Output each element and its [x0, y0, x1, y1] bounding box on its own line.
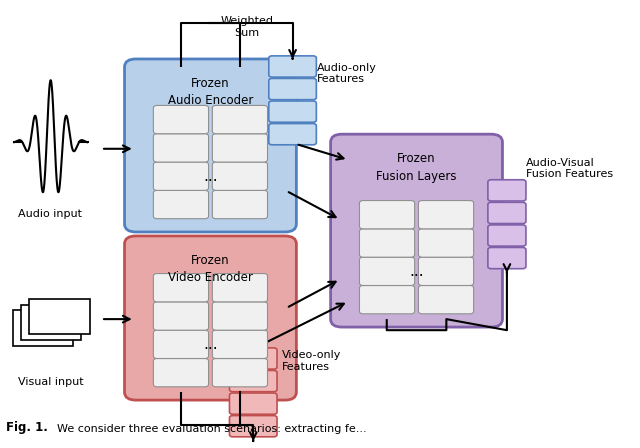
FancyBboxPatch shape [488, 247, 526, 269]
FancyBboxPatch shape [154, 358, 209, 387]
FancyBboxPatch shape [269, 124, 316, 145]
FancyBboxPatch shape [29, 299, 90, 334]
FancyBboxPatch shape [154, 190, 209, 219]
FancyBboxPatch shape [212, 358, 268, 387]
Text: Audio-Visual
Fusion Features: Audio-Visual Fusion Features [526, 158, 613, 179]
FancyBboxPatch shape [488, 225, 526, 246]
Text: Video Encoder: Video Encoder [168, 271, 253, 284]
FancyBboxPatch shape [419, 285, 474, 314]
Text: ...: ... [409, 264, 424, 279]
FancyBboxPatch shape [269, 78, 316, 99]
FancyBboxPatch shape [269, 101, 316, 122]
FancyBboxPatch shape [360, 201, 415, 229]
FancyBboxPatch shape [212, 330, 268, 358]
FancyBboxPatch shape [230, 393, 277, 414]
FancyBboxPatch shape [154, 274, 209, 302]
Text: Video-only
Features: Video-only Features [282, 350, 341, 372]
FancyBboxPatch shape [212, 190, 268, 219]
FancyBboxPatch shape [360, 257, 415, 285]
Text: Frozen: Frozen [191, 77, 230, 90]
FancyBboxPatch shape [21, 305, 81, 340]
Text: Audio Encoder: Audio Encoder [168, 95, 253, 108]
Text: Audio-only
Features: Audio-only Features [317, 63, 376, 84]
FancyBboxPatch shape [419, 257, 474, 285]
FancyBboxPatch shape [230, 370, 277, 392]
FancyBboxPatch shape [154, 162, 209, 190]
FancyBboxPatch shape [331, 134, 502, 327]
FancyBboxPatch shape [419, 201, 474, 229]
FancyBboxPatch shape [154, 302, 209, 330]
FancyBboxPatch shape [212, 162, 268, 190]
FancyBboxPatch shape [212, 134, 268, 162]
Text: Fig. 1.: Fig. 1. [6, 421, 48, 434]
FancyBboxPatch shape [13, 310, 73, 346]
Text: Frozen: Frozen [191, 254, 230, 267]
Text: Visual input: Visual input [17, 377, 83, 387]
FancyBboxPatch shape [125, 59, 296, 232]
FancyBboxPatch shape [154, 134, 209, 162]
FancyBboxPatch shape [360, 285, 415, 314]
FancyBboxPatch shape [154, 105, 209, 134]
FancyBboxPatch shape [230, 348, 277, 369]
FancyBboxPatch shape [212, 105, 268, 134]
Text: Audio input: Audio input [19, 208, 83, 219]
FancyBboxPatch shape [125, 236, 296, 400]
FancyBboxPatch shape [488, 180, 526, 201]
Text: We consider three evaluation scenarios: extracting fe...: We consider three evaluation scenarios: … [57, 424, 366, 434]
Text: ...: ... [203, 169, 218, 184]
FancyBboxPatch shape [419, 229, 474, 257]
FancyBboxPatch shape [154, 330, 209, 358]
FancyBboxPatch shape [269, 56, 316, 77]
FancyBboxPatch shape [360, 229, 415, 257]
FancyBboxPatch shape [212, 302, 268, 330]
FancyBboxPatch shape [230, 416, 277, 437]
FancyBboxPatch shape [212, 274, 268, 302]
Text: Weighted
Sum: Weighted Sum [220, 16, 273, 38]
Text: Fusion Layers: Fusion Layers [376, 170, 457, 183]
Text: Frozen: Frozen [397, 152, 436, 165]
FancyBboxPatch shape [488, 202, 526, 224]
Text: ...: ... [203, 337, 218, 352]
